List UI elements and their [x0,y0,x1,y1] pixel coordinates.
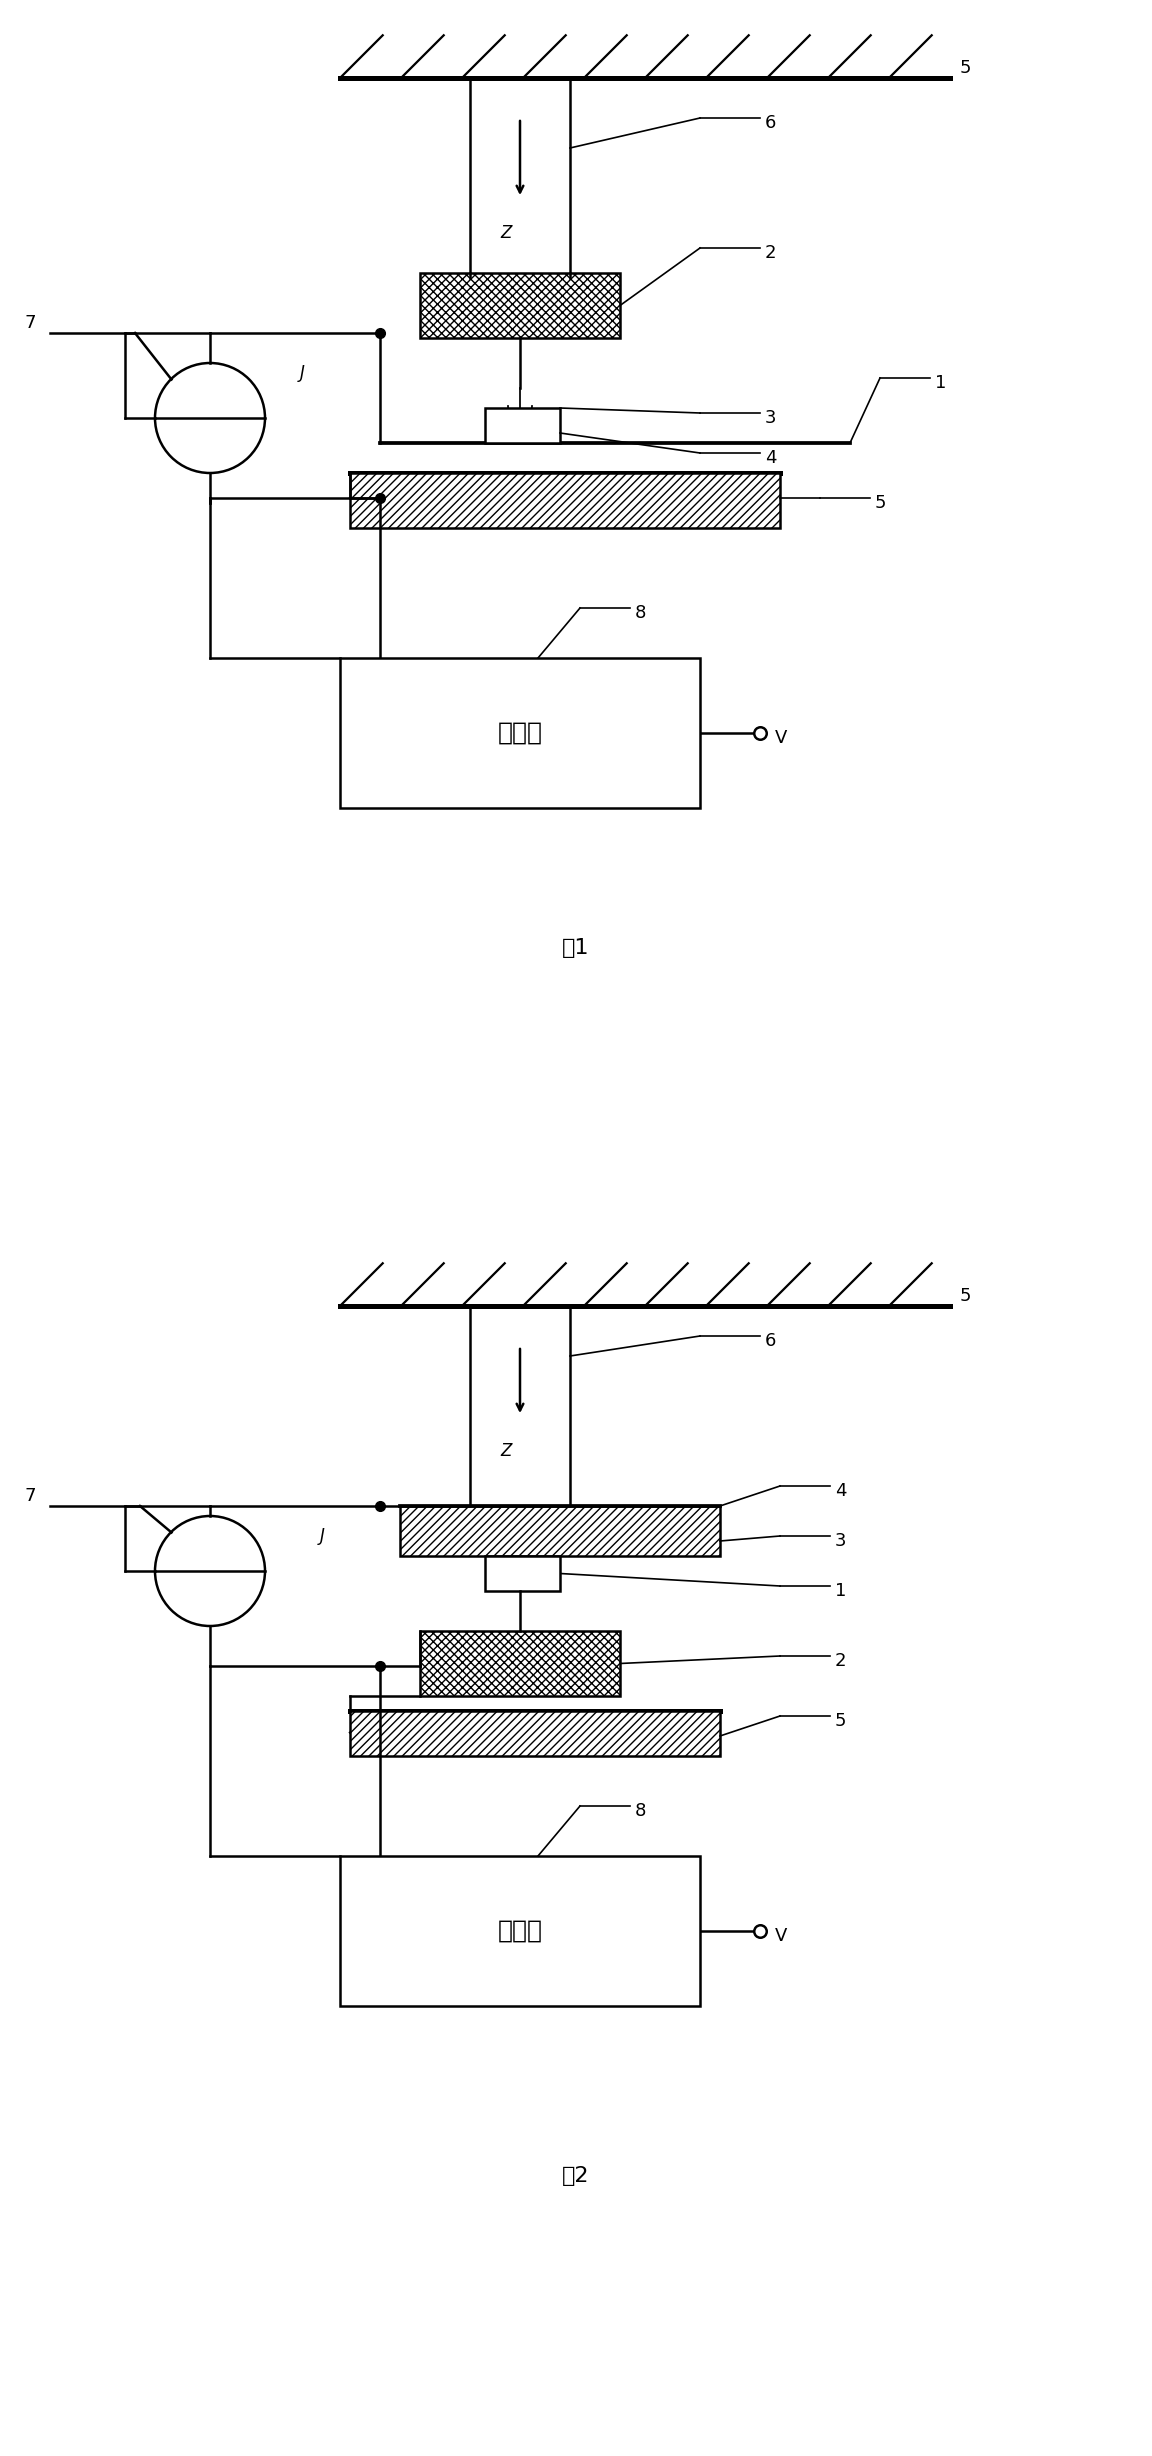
Text: 1: 1 [935,373,947,393]
Text: 图2: 图2 [562,2166,590,2186]
Bar [350,474,780,528]
Text: 7: 7 [25,314,37,332]
Text: 6: 6 [765,113,776,133]
Text: 图1: 图1 [562,938,590,958]
Bar [485,408,560,442]
Text: 8: 8 [635,604,646,621]
Text: 缓冲器: 缓冲器 [498,722,543,744]
Bar [485,1557,560,1591]
Bar [400,1506,720,1557]
Text: V: V [775,1928,787,1945]
Text: 3: 3 [765,410,776,427]
Text: 4: 4 [765,449,776,467]
Text: 5: 5 [876,494,887,511]
Text: J: J [320,1528,325,1545]
Text: J: J [300,363,305,383]
Bar [350,1712,720,1756]
Text: 6: 6 [765,1331,776,1351]
Text: 5: 5 [960,59,971,76]
Text: 2: 2 [835,1653,847,1670]
Text: 5: 5 [835,1712,847,1729]
Text: Z: Z [500,223,511,243]
Text: 2: 2 [765,243,776,263]
Bar [420,273,620,339]
Text: 7: 7 [25,1486,37,1506]
Text: V: V [775,729,787,747]
Text: 3: 3 [835,1533,847,1550]
Text: 8: 8 [635,1803,646,1820]
Text: 4: 4 [835,1481,847,1501]
Bar [420,1631,620,1697]
Text: 5: 5 [960,1287,971,1304]
Bar [340,1857,700,2007]
Bar [340,658,700,808]
Text: Z: Z [500,1442,511,1459]
Text: 1: 1 [835,1582,847,1599]
Text: 缓冲器: 缓冲器 [498,1918,543,1943]
